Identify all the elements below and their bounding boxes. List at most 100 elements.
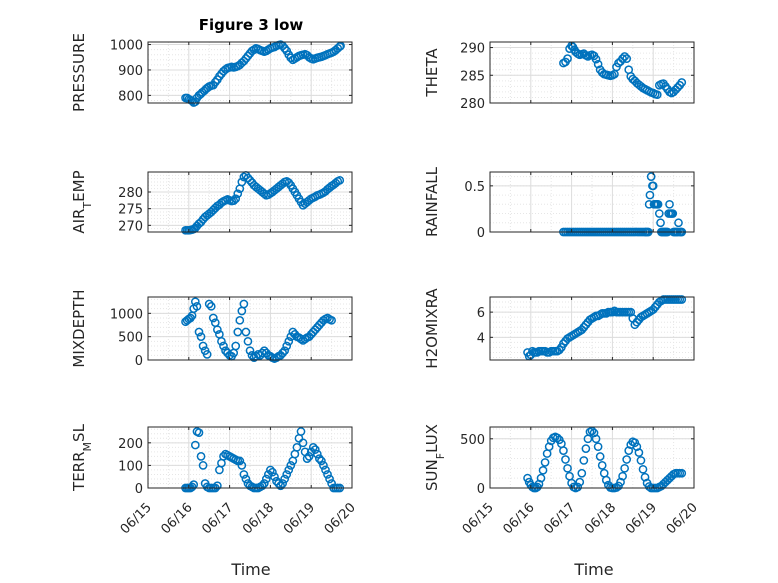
x-tick-label: 06/17 — [541, 500, 578, 537]
data-point — [213, 481, 222, 491]
subplot-sun-flux: 0 500 06/15 06/16 06/17 06/18 06/19 06/20 SUNFLU… — [423, 424, 701, 537]
data-point — [204, 299, 214, 309]
data-point — [315, 454, 324, 463]
data-point — [674, 218, 683, 228]
subplot-theta: 280 285 290 THETA — [423, 41, 695, 112]
y-tick-label: 500 — [460, 433, 485, 448]
axes-box — [489, 171, 695, 233]
data-point — [282, 341, 292, 351]
data-point — [268, 467, 277, 477]
data-point — [190, 440, 200, 450]
data-point — [561, 455, 570, 464]
axes-box — [489, 41, 695, 104]
data-point — [597, 461, 607, 470]
data-point — [274, 479, 283, 488]
y-tick-label: 1000 — [110, 307, 143, 322]
axes-box — [489, 296, 695, 361]
y-axis-label: PRESSURE — [70, 33, 88, 112]
data-point — [198, 341, 208, 351]
y-axis-label: MIXDEPTH — [70, 289, 88, 367]
data-point — [591, 434, 601, 444]
data-point — [618, 471, 627, 481]
data-point — [634, 448, 644, 457]
data-point — [192, 301, 202, 311]
x-tick-label: 06/18 — [240, 500, 277, 537]
data-point — [559, 446, 568, 455]
data-point — [325, 474, 334, 484]
data-point — [286, 461, 296, 470]
data-point — [646, 172, 656, 181]
y-axis-label: THETA — [423, 48, 441, 98]
x-tick-label: 06/15 — [460, 500, 497, 537]
y-axis-label: TERRMSL — [70, 423, 94, 492]
data-point — [261, 474, 271, 484]
axes-box — [147, 296, 353, 361]
x-axis-label-left: Time — [230, 560, 270, 579]
data-point — [677, 295, 687, 304]
data-point — [563, 54, 572, 63]
data-point — [233, 189, 243, 199]
data-point — [280, 44, 290, 53]
data-point — [308, 442, 318, 452]
data-point — [239, 470, 249, 479]
data-point — [237, 177, 247, 187]
subplot-pressure: 800 900 1000 PRESSURE — [70, 33, 353, 112]
data-point — [542, 449, 552, 458]
data-point — [620, 463, 629, 473]
data-point — [210, 77, 220, 87]
data-point — [677, 78, 687, 87]
data-point — [310, 445, 320, 454]
data-point — [601, 475, 611, 485]
data-point — [239, 299, 249, 309]
y-tick-label: 270 — [118, 219, 143, 234]
data-point — [237, 461, 247, 470]
x-tick-label: 06/16 — [159, 500, 196, 537]
data-point — [280, 346, 290, 356]
data-point — [595, 452, 605, 461]
x-tick-label: 06/15 — [118, 500, 155, 537]
y-tick-label: 290 — [460, 42, 485, 57]
data-point — [266, 465, 275, 475]
data-point — [235, 456, 245, 466]
data-point — [196, 332, 206, 342]
y-tick-label: 0.5 — [464, 180, 485, 195]
x-tick-label: 06/16 — [501, 500, 538, 537]
data-point — [622, 455, 632, 464]
data-point — [219, 341, 228, 351]
data-point — [257, 481, 267, 491]
data-point — [636, 456, 646, 465]
data-point — [196, 452, 206, 461]
data-point — [245, 346, 255, 356]
y-tick-label: 1000 — [110, 39, 143, 54]
data-point — [280, 474, 290, 484]
data-point — [677, 468, 687, 478]
data-point — [523, 473, 532, 483]
data-point — [298, 438, 308, 448]
data-point — [284, 465, 294, 475]
data-point — [198, 461, 208, 470]
data-point — [327, 315, 336, 325]
data-point — [241, 474, 251, 484]
data-point — [638, 464, 648, 474]
y-tick-label: 100 — [118, 459, 143, 474]
data-point — [563, 463, 572, 473]
y-tick-label: 900 — [118, 64, 143, 79]
data-point — [622, 54, 632, 63]
data-point — [217, 336, 226, 346]
data-point — [536, 473, 546, 483]
data-point — [593, 59, 603, 69]
data-point — [194, 428, 204, 437]
data-point — [317, 456, 326, 466]
data-point — [575, 477, 585, 487]
data-point — [645, 190, 655, 200]
y-axis-label: RAINFALL — [423, 166, 441, 237]
data-point — [219, 452, 228, 461]
data-point — [259, 189, 269, 199]
data-point — [282, 470, 292, 479]
data-point — [538, 465, 548, 475]
y-tick-label: 0 — [477, 482, 485, 497]
y-tick-label: 6 — [477, 306, 485, 321]
x-tick-label: 06/17 — [199, 500, 236, 537]
data-point — [654, 209, 664, 218]
